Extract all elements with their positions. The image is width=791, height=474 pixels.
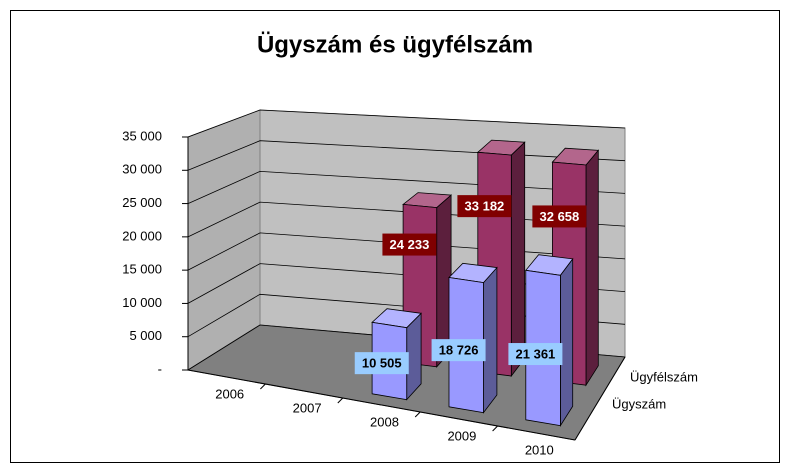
- grid-line: [187, 109, 626, 138]
- x-tick: [337, 397, 344, 404]
- y-tick-label: 5 000: [129, 328, 162, 343]
- data-label: 33 182: [465, 199, 505, 214]
- x-tick: [492, 425, 498, 432]
- data-label-box: [508, 343, 563, 366]
- data-label: 32 658: [540, 209, 580, 224]
- y-tick-label: 25 000: [122, 195, 162, 210]
- legend-label: Ügyfélszám: [630, 369, 698, 384]
- x-tick-label: 2006: [215, 386, 244, 401]
- data-label-box: [532, 205, 587, 228]
- bar-side: [585, 149, 599, 387]
- y-tick-label: -: [158, 361, 162, 376]
- bar-side: [560, 257, 574, 427]
- data-label-box: [431, 339, 486, 362]
- x-tick-label: 2009: [447, 428, 476, 443]
- x-tick: [260, 383, 266, 390]
- y-tick-label: 10 000: [122, 295, 162, 310]
- x-tick-label: 2007: [293, 400, 322, 415]
- legend-label: Ügyszám: [612, 396, 666, 411]
- bar: [525, 254, 574, 427]
- data-label: 10 505: [362, 356, 402, 371]
- z-axis: [574, 356, 626, 441]
- data-label-box: [354, 352, 409, 375]
- bar: [448, 262, 498, 414]
- data-label-box: [382, 233, 437, 256]
- x-tick-label: 2010: [525, 442, 554, 457]
- chart-title: Ügyszám és ügyfélszám: [257, 31, 533, 58]
- data-label: 24 233: [390, 237, 430, 252]
- data-label: 21 361: [516, 346, 556, 361]
- y-tick-label: 20 000: [122, 228, 162, 243]
- bar-side: [510, 141, 526, 378]
- y-tick-label: 35 000: [122, 128, 162, 143]
- data-label-box: [457, 195, 512, 218]
- plot-area: - 5 000 10 000 15 000 20 000 25 000 30 000 35 0…: [122, 109, 698, 457]
- y-tick-label: 30 000: [122, 162, 162, 177]
- data-label: 18 726: [439, 343, 479, 358]
- y-tick-label: 15 000: [122, 262, 162, 277]
- x-tick-label: 2008: [370, 414, 399, 429]
- x-axis: [187, 369, 576, 441]
- x-tick: [414, 411, 421, 418]
- side-wall: [187, 109, 261, 371]
- bar-side: [406, 312, 422, 401]
